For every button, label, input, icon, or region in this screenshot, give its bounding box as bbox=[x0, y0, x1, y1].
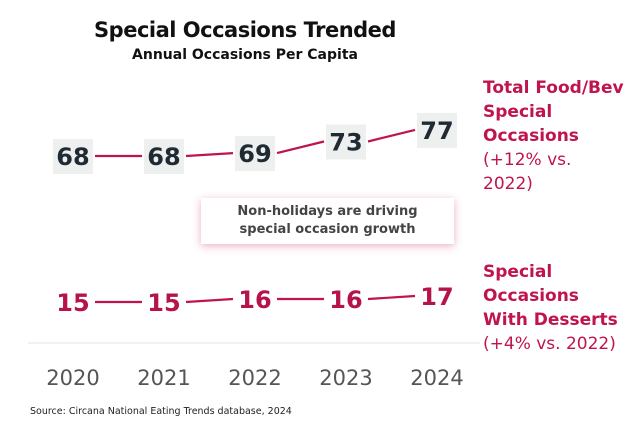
annotation-line: With Desserts bbox=[483, 310, 618, 330]
callout-line: special occasion growth bbox=[239, 222, 416, 237]
data-label: 16 bbox=[329, 286, 362, 314]
annotation-line: (+4% vs. 2022) bbox=[483, 334, 616, 354]
x-tick-label: 2024 bbox=[410, 366, 463, 390]
annotation-desserts: Special Occasions With Desserts (+4% vs.… bbox=[483, 260, 618, 356]
data-label: 73 bbox=[329, 129, 362, 157]
x-tick-label: 2022 bbox=[228, 366, 281, 390]
annotation-line: Special bbox=[483, 262, 553, 282]
annotation-line: Occasions bbox=[483, 126, 579, 146]
data-label-box bbox=[144, 139, 184, 174]
data-label: 17 bbox=[420, 283, 453, 311]
data-label: 16 bbox=[238, 286, 271, 314]
x-tick-label: 2021 bbox=[137, 366, 190, 390]
callout-line: Non-holidays are driving bbox=[237, 204, 418, 219]
source-note: Source: Circana National Eating Trends d… bbox=[30, 406, 292, 417]
chart-subtitle: Annual Occasions Per Capita bbox=[132, 47, 358, 63]
series-line-segment bbox=[276, 140, 325, 155]
series-line-segment bbox=[185, 297, 234, 304]
annotation-line: Occasions bbox=[483, 286, 579, 306]
series-line-segment bbox=[185, 152, 234, 158]
data-label-box bbox=[53, 139, 93, 174]
annotation-line: Special bbox=[483, 102, 553, 122]
data-label: 68 bbox=[56, 143, 89, 171]
annotation-line: 2022) bbox=[483, 174, 533, 194]
data-label-box bbox=[326, 124, 366, 160]
annotation-total: Total Food/Bev Special Occasions (+12% v… bbox=[483, 76, 624, 196]
series-line-segment bbox=[367, 294, 416, 301]
data-label: 68 bbox=[147, 143, 180, 171]
data-label: 15 bbox=[147, 289, 180, 317]
annotation-line: (+12% vs. bbox=[483, 150, 572, 170]
annotation-line: Total Food/Bev bbox=[483, 78, 624, 98]
data-label: 15 bbox=[56, 289, 89, 317]
data-label: 77 bbox=[420, 117, 453, 145]
x-tick-label: 2020 bbox=[46, 366, 99, 390]
series-line-segment bbox=[367, 128, 416, 143]
data-label-box bbox=[417, 112, 457, 148]
chart-title: Special Occasions Trended bbox=[94, 18, 396, 42]
data-label: 69 bbox=[238, 140, 271, 168]
x-tick-label: 2023 bbox=[319, 366, 372, 390]
data-label-box bbox=[235, 136, 275, 172]
callout-box: Non-holidays are driving special occasio… bbox=[201, 198, 454, 244]
